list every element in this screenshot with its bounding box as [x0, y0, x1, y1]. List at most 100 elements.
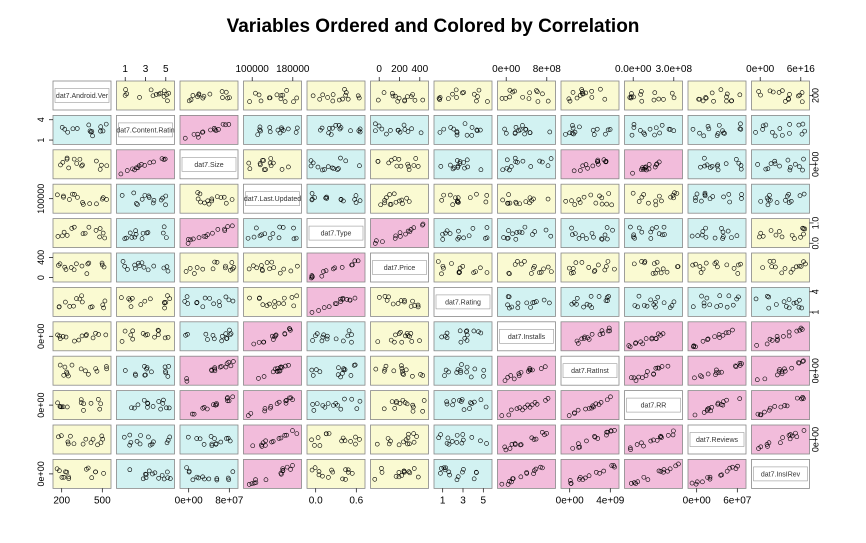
scatter-point	[61, 372, 67, 378]
panel-background	[433, 321, 493, 352]
scatter-point	[446, 96, 451, 101]
scatter-point	[229, 260, 235, 265]
scatter-point	[499, 413, 505, 418]
scatter-point	[534, 299, 539, 304]
scatter-point	[142, 372, 148, 378]
scatter-point	[227, 332, 233, 338]
scatter-point	[380, 239, 385, 244]
scatter-point	[768, 228, 774, 233]
scatter-point	[735, 463, 740, 469]
scatter-point	[782, 366, 787, 372]
scatter-point	[295, 263, 300, 269]
scatter-point	[462, 121, 468, 126]
scatter-point	[510, 89, 516, 95]
scatter-point	[357, 398, 363, 404]
scatter-point	[326, 475, 331, 480]
scatter-point	[516, 128, 522, 134]
scatter-point	[227, 95, 232, 100]
scatter-point	[699, 374, 705, 380]
scatter-point	[309, 275, 314, 281]
scatter-point	[470, 226, 476, 231]
variable-label: dat7.Last.Updated	[244, 196, 301, 203]
scatter-point	[406, 167, 412, 172]
scatter-point	[374, 441, 380, 447]
variable-label-box	[181, 157, 237, 172]
scatter-point	[545, 196, 551, 202]
scatter-point	[605, 429, 611, 435]
scatter-point	[578, 168, 583, 173]
scatter-point	[734, 296, 739, 302]
scatter-point	[714, 370, 719, 375]
scatter-point	[641, 192, 646, 197]
variable-label-box	[372, 260, 427, 275]
scatter-point	[226, 398, 232, 404]
scatter-point	[227, 438, 233, 444]
scatter-point	[636, 293, 642, 299]
scatter-point	[528, 164, 534, 169]
scatter-point	[631, 94, 636, 100]
scatter-point	[641, 474, 647, 480]
scatter-point	[277, 224, 283, 230]
scatter-point	[538, 366, 544, 371]
scatter-point	[471, 91, 477, 97]
variable-label-box	[54, 88, 110, 103]
panel-background	[497, 218, 556, 249]
scatter-point	[481, 374, 486, 379]
scatter-point	[140, 476, 146, 482]
scatter-point	[420, 373, 426, 378]
panel-background	[624, 355, 683, 386]
scatter-point	[162, 364, 168, 370]
scatter-point	[782, 403, 788, 408]
scatter-point	[443, 465, 448, 471]
panel-background	[751, 218, 810, 249]
scatter-point	[200, 130, 205, 135]
scatter-point	[455, 163, 461, 169]
scatter-point	[57, 362, 63, 368]
bottom-axis-tick-label: 4e+09	[596, 495, 625, 506]
scatter-point	[802, 226, 808, 232]
scatter-point	[592, 434, 598, 440]
scatter-point	[412, 98, 418, 103]
variable-label: dat7.Type	[321, 231, 352, 238]
scatter-point	[509, 407, 514, 413]
scatter-point	[602, 267, 608, 273]
scatter-point	[134, 201, 139, 206]
scatter-point	[309, 310, 315, 315]
panel-background	[243, 80, 302, 111]
scatter-point	[573, 260, 579, 265]
scatter-point	[780, 435, 785, 440]
scatter-point	[258, 98, 264, 104]
scatter-point	[800, 167, 805, 173]
scatter-point	[590, 403, 596, 409]
scatter-point	[531, 471, 536, 476]
panel-background	[243, 218, 302, 249]
scatter-point	[196, 134, 201, 140]
scatter-point	[652, 261, 657, 266]
scatter-point	[405, 441, 410, 447]
panel-background	[179, 355, 239, 386]
scatter-point	[80, 200, 85, 205]
scatter-point	[224, 436, 229, 441]
scatter-point	[592, 434, 597, 439]
scatter-point	[461, 407, 467, 412]
scatter-point	[793, 161, 798, 167]
scatter-point	[291, 99, 296, 104]
scatter-point	[393, 233, 399, 239]
scatter-point	[632, 303, 638, 308]
scatter-point	[132, 262, 137, 268]
scatter-point	[534, 88, 539, 93]
scatter-point	[795, 93, 801, 99]
scatter-point	[760, 233, 766, 239]
scatter-point	[794, 300, 799, 305]
scatter-point	[286, 362, 291, 368]
scatter-point	[60, 404, 66, 410]
scatter-point	[506, 270, 512, 276]
scatter-point	[460, 432, 466, 437]
scatter-point	[605, 236, 610, 242]
top-axis-tick-label: 3.0e+08	[656, 64, 693, 75]
scatter-point	[218, 195, 224, 200]
scatter-point	[281, 301, 286, 306]
scatter-point	[651, 302, 657, 307]
scatter-point	[595, 159, 600, 164]
scatter-point	[589, 331, 595, 337]
